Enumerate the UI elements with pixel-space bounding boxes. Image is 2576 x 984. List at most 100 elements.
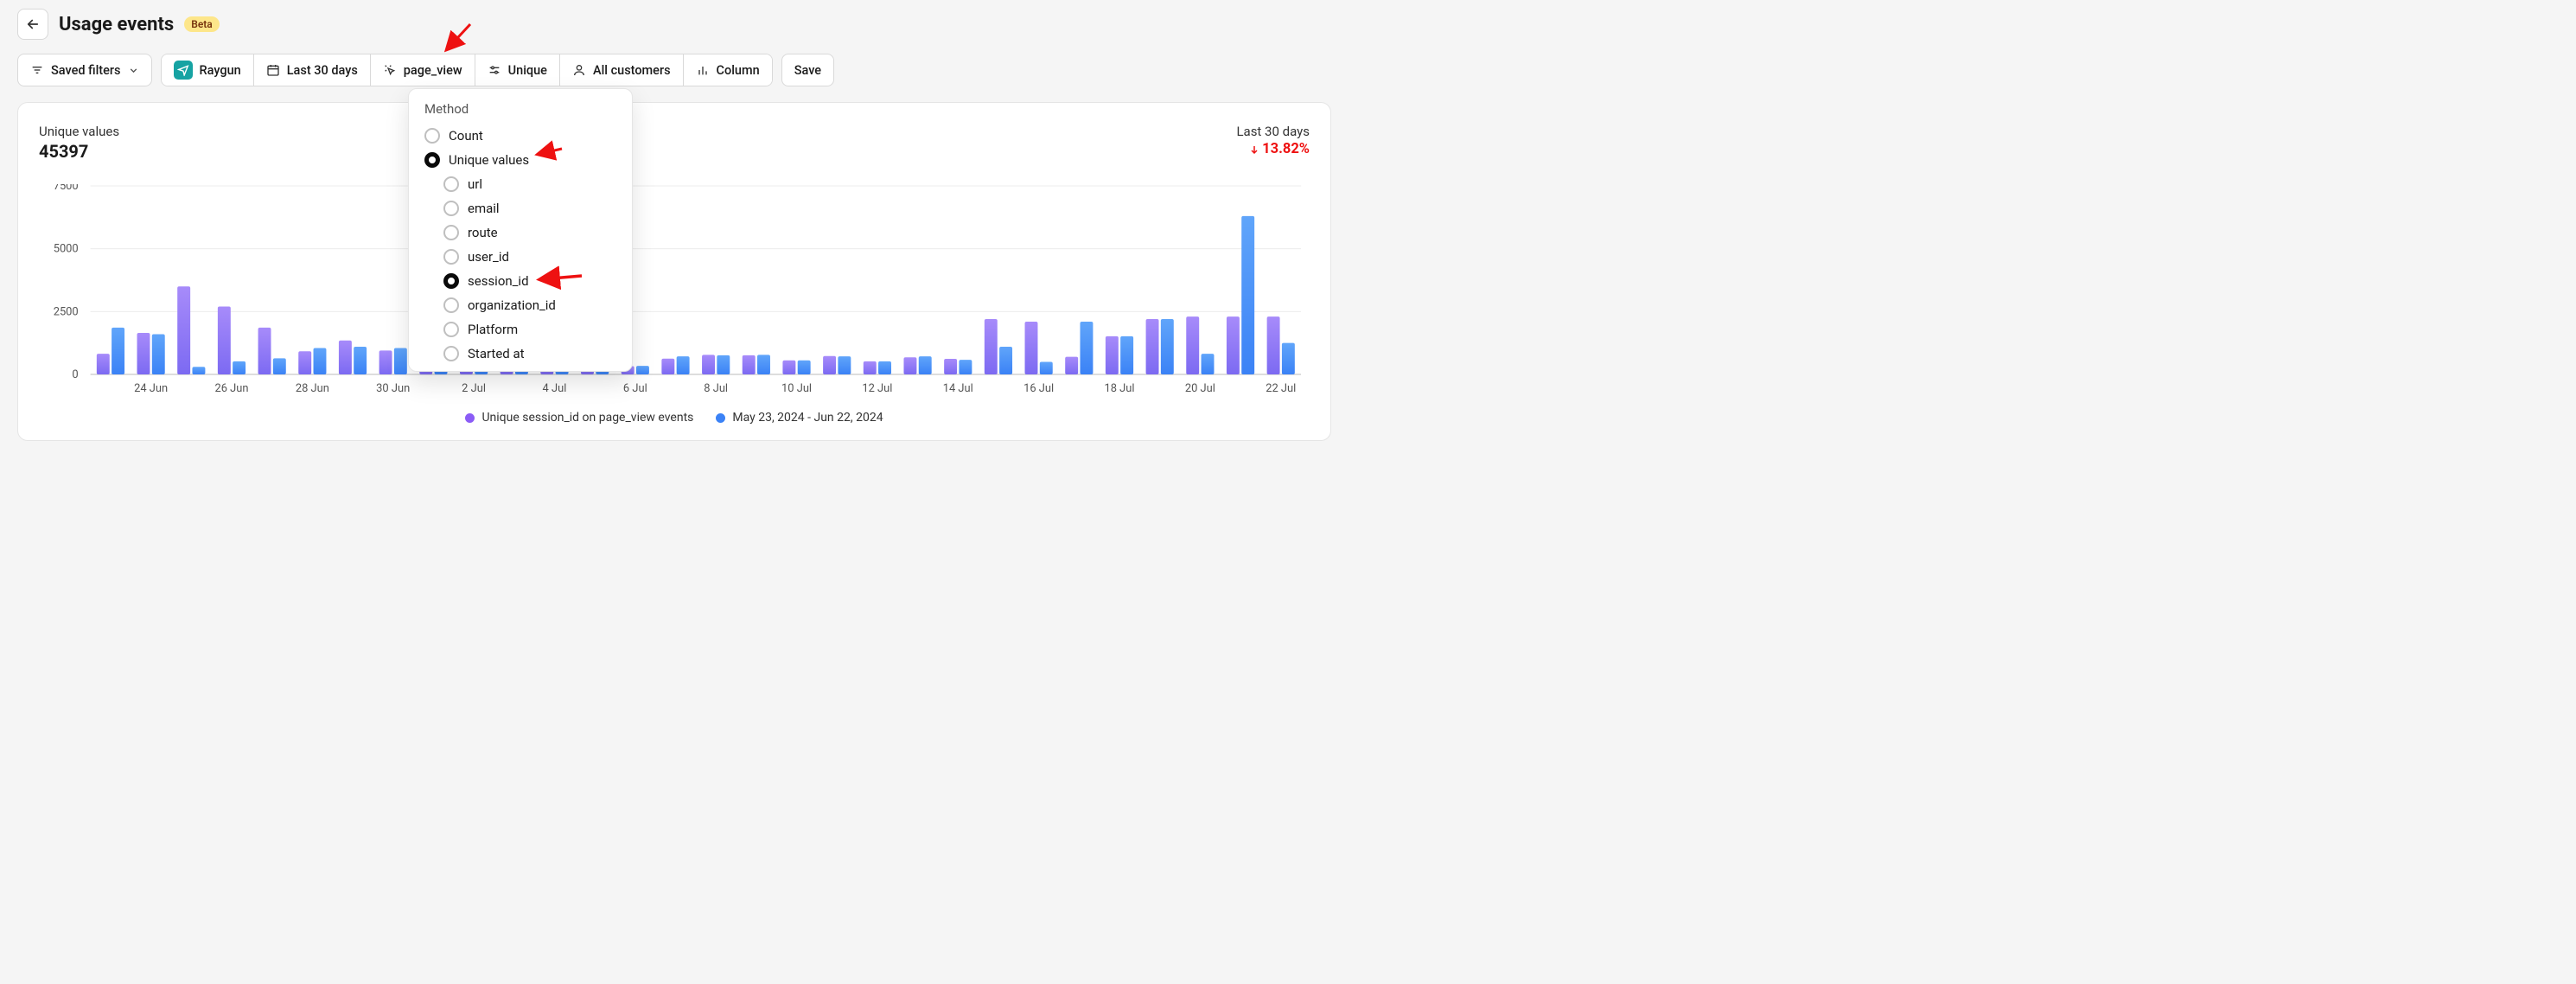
save-button[interactable]: Save xyxy=(781,54,834,86)
chart-bar[interactable] xyxy=(823,356,836,374)
method-filter[interactable]: Unique xyxy=(475,54,560,86)
radio-icon xyxy=(443,273,459,289)
method-option[interactable]: user_id xyxy=(412,245,628,269)
raygun-icon xyxy=(174,61,193,80)
svg-text:7500: 7500 xyxy=(54,184,79,193)
chart-bar[interactable] xyxy=(864,361,877,374)
chart-bar[interactable] xyxy=(298,351,311,374)
metric-value: 45397 xyxy=(39,141,119,162)
chart-bar[interactable] xyxy=(1161,319,1174,374)
delta-value: 13.82% xyxy=(1236,141,1310,157)
back-button[interactable] xyxy=(17,9,48,40)
chart-bar[interactable] xyxy=(903,357,916,374)
chart-bar[interactable] xyxy=(985,319,998,374)
layout-filter[interactable]: Column xyxy=(684,54,772,86)
chart-bar[interactable] xyxy=(394,348,407,374)
radio-icon xyxy=(443,201,459,216)
date-range-label: Last 30 days xyxy=(287,63,358,78)
method-option[interactable]: organization_id xyxy=(412,293,628,317)
chart-bar[interactable] xyxy=(177,286,190,374)
method-option[interactable]: Unique values xyxy=(412,148,628,172)
saved-filters-button[interactable]: Saved filters xyxy=(17,54,152,86)
chart-bar[interactable] xyxy=(1065,357,1078,374)
svg-text:10 Jul: 10 Jul xyxy=(781,382,812,395)
radio-icon xyxy=(443,225,459,240)
chart-bar[interactable] xyxy=(354,347,367,374)
chart-bar[interactable] xyxy=(1040,361,1053,374)
chart-bar[interactable] xyxy=(1120,336,1133,374)
legend-series-a: Unique session_id on page_view events xyxy=(465,411,693,425)
chart-bar[interactable] xyxy=(1106,336,1119,374)
chart-bar[interactable] xyxy=(919,356,932,374)
metric-label: Unique values xyxy=(39,124,119,139)
chart-bar[interactable] xyxy=(379,350,392,374)
chart-bar[interactable] xyxy=(273,358,286,374)
event-filter[interactable]: page_view xyxy=(371,54,475,86)
chart-legend: Unique session_id on page_view events Ma… xyxy=(39,411,1310,425)
legend-series-b-label: May 23, 2024 - Jun 22, 2024 xyxy=(732,411,883,425)
chart-bar[interactable] xyxy=(218,307,231,374)
chart-bar[interactable] xyxy=(798,361,811,374)
period-block: Last 30 days 13.82% xyxy=(1236,124,1310,162)
chart-bar[interactable] xyxy=(743,355,756,374)
chart-bar[interactable] xyxy=(233,361,245,374)
cursor-click-icon xyxy=(383,63,397,77)
method-option[interactable]: url xyxy=(412,172,628,196)
method-option[interactable]: session_id xyxy=(412,269,628,293)
method-label: Unique xyxy=(508,63,547,78)
sliders-icon xyxy=(488,63,501,77)
chart-bar[interactable] xyxy=(999,347,1012,374)
chart-bar[interactable] xyxy=(1186,316,1199,374)
chevron-down-icon xyxy=(128,65,139,76)
method-option[interactable]: Started at xyxy=(412,342,628,366)
chart-area: 0250050007500 24 Jun26 Jun28 Jun30 Jun2 … xyxy=(39,184,1310,400)
chart-bar[interactable] xyxy=(838,356,851,374)
method-option[interactable]: email xyxy=(412,196,628,220)
save-label: Save xyxy=(794,63,821,78)
svg-text:5000: 5000 xyxy=(54,243,79,256)
radio-icon xyxy=(443,249,459,265)
chart-bar[interactable] xyxy=(1025,322,1038,374)
project-filter[interactable]: Raygun xyxy=(162,54,254,86)
chart-bar[interactable] xyxy=(258,328,271,374)
chart-bar[interactable] xyxy=(757,355,770,374)
chart-bar[interactable] xyxy=(1282,343,1295,374)
chart-card: Unique values 45397 Last 30 days 13.82% xyxy=(17,102,1331,441)
chart-bar[interactable] xyxy=(152,334,165,374)
chart-bar[interactable] xyxy=(192,367,205,374)
method-option[interactable]: Platform xyxy=(412,317,628,342)
chart-bar[interactable] xyxy=(1202,354,1215,374)
chart-bar[interactable] xyxy=(137,333,150,374)
toolbar: Saved filters Raygun Last 30 days page_v… xyxy=(17,54,1331,86)
bar-chart-icon xyxy=(696,63,710,77)
chart-bar[interactable] xyxy=(944,359,957,374)
method-option-label: email xyxy=(468,201,500,216)
chart-bar[interactable] xyxy=(702,355,715,374)
legend-series-b: May 23, 2024 - Jun 22, 2024 xyxy=(716,411,883,425)
svg-text:0: 0 xyxy=(72,368,78,381)
chart-bar[interactable] xyxy=(1080,322,1093,374)
chart-bar[interactable] xyxy=(878,361,891,374)
chart-bar[interactable] xyxy=(1241,216,1254,374)
chart-bar[interactable] xyxy=(717,355,730,374)
chart-bar[interactable] xyxy=(314,348,327,374)
chart-bar[interactable] xyxy=(959,360,972,374)
svg-text:16 Jul: 16 Jul xyxy=(1023,382,1054,395)
date-range-filter[interactable]: Last 30 days xyxy=(254,54,371,86)
chart-bar[interactable] xyxy=(782,361,795,374)
chart-bar[interactable] xyxy=(339,341,352,374)
svg-text:26 Jun: 26 Jun xyxy=(214,382,248,395)
customers-filter[interactable]: All customers xyxy=(560,54,684,86)
svg-text:6 Jul: 6 Jul xyxy=(623,382,647,395)
chart-bar[interactable] xyxy=(661,359,674,374)
chart-bar[interactable] xyxy=(636,366,649,374)
chart-bar[interactable] xyxy=(1267,316,1280,374)
method-option[interactable]: route xyxy=(412,220,628,245)
chart-bar[interactable] xyxy=(677,356,690,374)
chart-bar[interactable] xyxy=(1227,316,1240,374)
method-option[interactable]: Count xyxy=(412,124,628,148)
chart-bar[interactable] xyxy=(97,354,110,374)
radio-icon xyxy=(443,176,459,192)
chart-bar[interactable] xyxy=(112,328,124,374)
chart-bar[interactable] xyxy=(1146,319,1159,374)
